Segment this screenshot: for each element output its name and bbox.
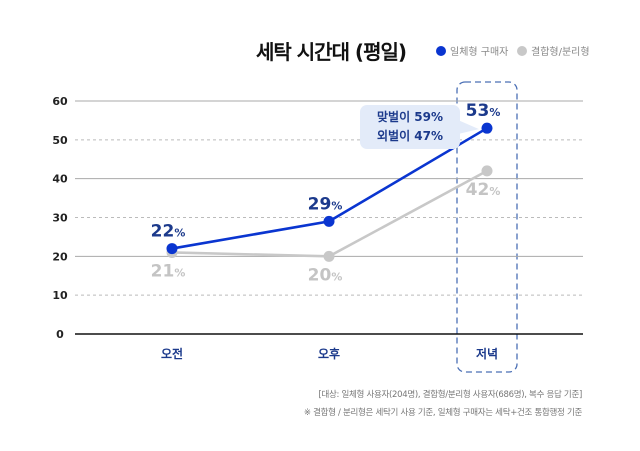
x-tick-label: 오후 [318, 346, 340, 361]
data-point [481, 122, 493, 134]
data-point [166, 243, 178, 255]
annotation-line: 외벌이 47% [376, 129, 444, 143]
data-label: 21% [151, 261, 186, 281]
data-label: 22% [151, 222, 186, 242]
x-tick-label: 오전 [161, 346, 183, 361]
data-label: 29% [308, 194, 343, 214]
annotation-line: 맞벌이 59% [376, 110, 444, 124]
y-tick-label: 20 [52, 250, 68, 263]
legend-label: 일체형 구매자 [450, 47, 509, 58]
data-label: 20% [308, 265, 343, 285]
legend-swatch [436, 45, 446, 56]
callout-pointer [458, 120, 479, 134]
legend-swatch [517, 45, 527, 56]
highlight-box [456, 81, 518, 373]
footnote: ※ 결합형 / 분리형은 세탁기 사용 기준, 일체형 구매자는 세탁+건조 통… [303, 408, 582, 418]
data-label: 53% [466, 101, 501, 121]
legend-label: 결합형/분리형 [531, 47, 590, 58]
footnote: [대상: 일체형 사용자(204명), 결합형/분리형 사용자(686명), 복… [318, 390, 583, 400]
y-tick-label: 50 [52, 134, 68, 147]
legend-item-integrated: 일체형 구매자 [436, 43, 508, 58]
data-point [323, 250, 335, 262]
legend-item-separate: 결합형/분리형 [517, 43, 590, 58]
data-point [323, 215, 335, 227]
chart-title: 세탁 시간대 (평일) [256, 40, 407, 64]
data-label: 42% [466, 180, 501, 200]
y-tick-label: 60 [52, 95, 68, 108]
data-point [481, 165, 493, 177]
x-tick-label: 저녁 [476, 346, 498, 361]
y-tick-label: 30 [52, 212, 68, 225]
y-tick-label: 40 [52, 173, 68, 186]
annotation-callout: 맞벌이 59% 외벌이 47% [360, 105, 460, 149]
y-tick-label: 0 [56, 328, 64, 341]
y-tick-label: 10 [52, 289, 68, 302]
